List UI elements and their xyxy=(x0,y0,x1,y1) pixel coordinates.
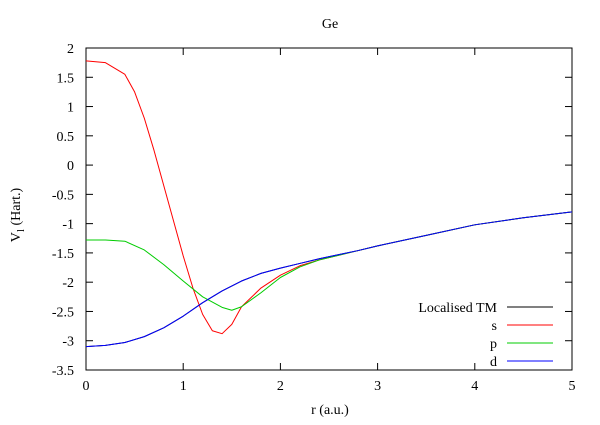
y-tick-label: -1.5 xyxy=(52,247,74,262)
x-tick-label: 3 xyxy=(374,379,381,394)
y-tick-label: -2 xyxy=(62,276,74,291)
legend: Localised TM spd xyxy=(418,301,553,370)
legend-label-3: d xyxy=(490,355,497,370)
axes-layer: 0 1 2 3 4 5 -3.5 -3 -2.5 -2 -1.5 -1 -0.5 0 0.5 1 1.5 2 xyxy=(52,42,576,394)
legend-label-0: Localised TM xyxy=(418,301,497,316)
series-layer xyxy=(85,60,573,348)
y-tick-label: 2 xyxy=(67,42,74,57)
y-tick-label: -3.5 xyxy=(52,364,74,379)
y-axis-label-main: V xyxy=(9,232,24,242)
x-tick-label: 5 xyxy=(569,379,576,394)
y-tick-label: 0 xyxy=(67,159,74,174)
y-tick-label: 0.5 xyxy=(57,130,75,145)
y-axis-label-subscript: l xyxy=(15,229,27,232)
y-tick-label: -1 xyxy=(62,218,74,233)
y-axis-label: Vl (Hart.) xyxy=(9,187,27,242)
legend-label-1: s xyxy=(492,319,497,334)
x-tick-label: 1 xyxy=(180,379,187,394)
y-tick-label: 1 xyxy=(67,101,74,116)
legend-label-2: p xyxy=(490,337,497,352)
series-line-3 xyxy=(85,211,573,348)
x-tick-label: 2 xyxy=(277,379,284,394)
series-line-2 xyxy=(86,211,573,311)
y-tick-label: -2.5 xyxy=(52,305,74,320)
y-tick-label: 1.5 xyxy=(57,71,75,86)
y-tick-label: -3 xyxy=(62,335,74,350)
y-axis-label-suffix: (Hart.) xyxy=(9,187,24,229)
plot-frame xyxy=(85,47,573,371)
x-axis-label: r (a.u.) xyxy=(311,403,349,418)
series-line-0 xyxy=(85,211,573,348)
y-tick-label: -0.5 xyxy=(52,188,74,203)
chart-title: Ge xyxy=(322,17,338,32)
series-line-1 xyxy=(85,60,573,335)
x-tick-label: 0 xyxy=(83,379,90,394)
x-tick-label: 4 xyxy=(471,379,478,394)
